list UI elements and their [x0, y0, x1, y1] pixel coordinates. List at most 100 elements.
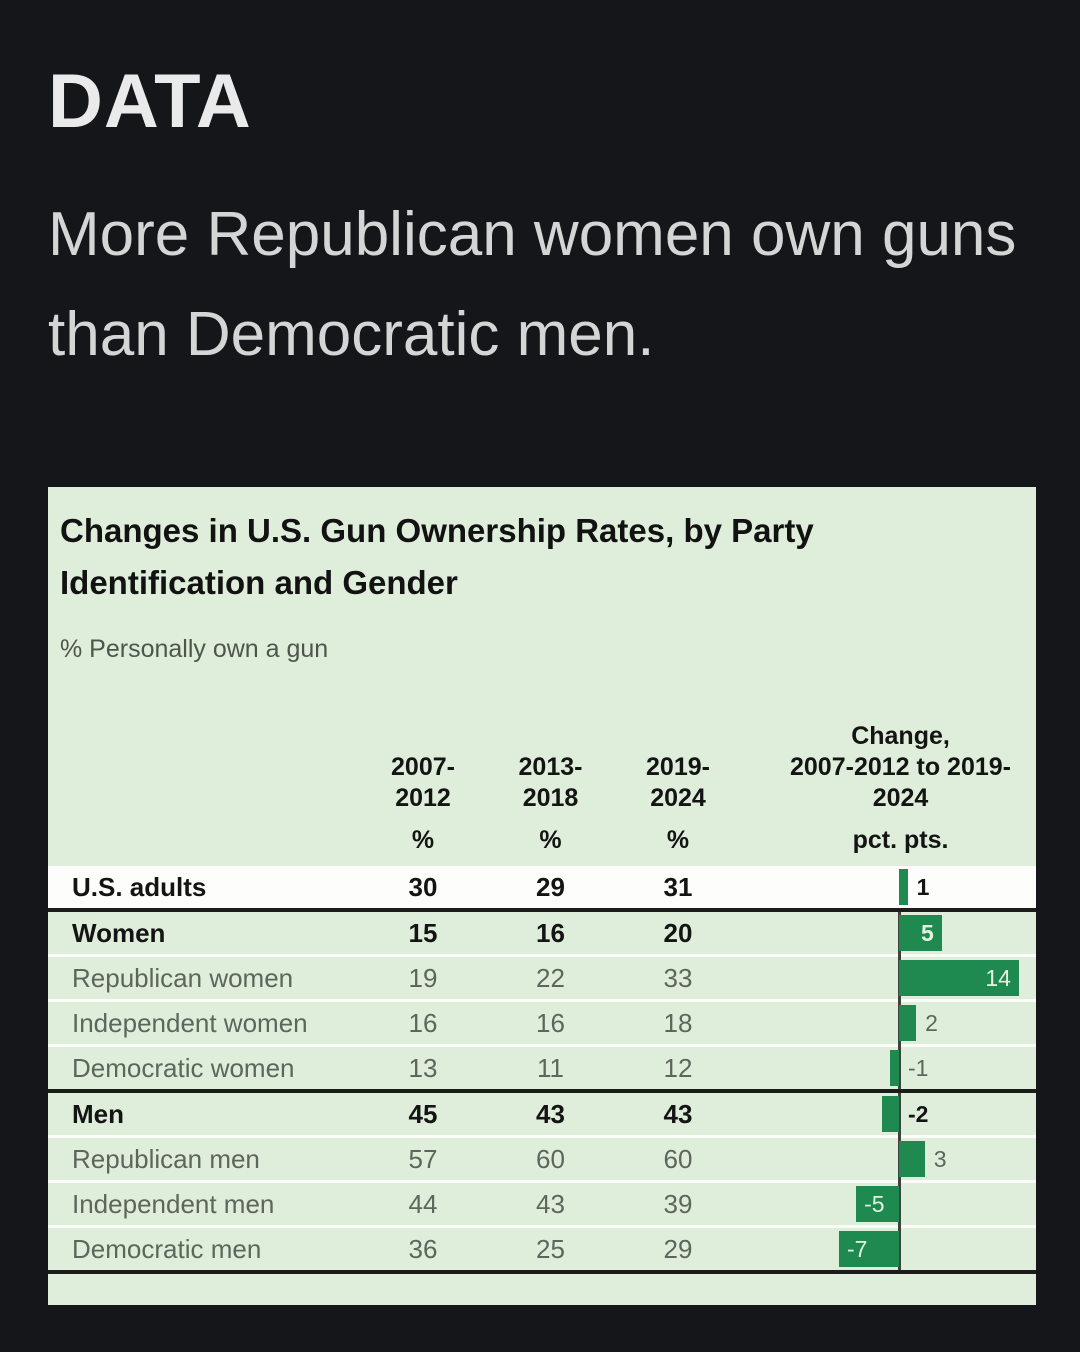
row-separator [48, 1135, 1036, 1138]
change-bar-cell: 5 [733, 912, 1036, 954]
row-label: Republican men [72, 1143, 260, 1174]
value-cell: 16 [536, 1007, 565, 1038]
value-cell: 33 [663, 962, 693, 993]
value-cell: 30 [408, 871, 438, 902]
value-cell: 22 [536, 962, 565, 993]
header-line: 2019- [646, 753, 710, 781]
value-cell: 20 [663, 917, 693, 948]
value-cell: 60 [536, 1143, 565, 1174]
header-line: 2018 [522, 784, 579, 812]
value-cell: 44 [408, 1188, 438, 1219]
group-divider-line [48, 908, 1036, 912]
row-label: Independent women [72, 1007, 308, 1038]
table-row: Republican women 19 22 33 14 [48, 957, 1036, 999]
header-line: 2024 [872, 784, 929, 812]
table-body: U.S. adults 30 29 31 1 Women 15 16 20 5 Republican… [48, 866, 1036, 1274]
value-cell: 60 [663, 1143, 693, 1174]
table-row: Democratic men 36 25 29 -7 [48, 1228, 1036, 1270]
header-line: 2024 [650, 784, 706, 812]
value-cell: 29 [536, 871, 565, 902]
row-label: Democratic men [72, 1233, 262, 1264]
change-bar-cell: 14 [733, 957, 1036, 999]
unit-header-pct-pts: pct. pts. [852, 825, 949, 854]
unit-header-percent: % [539, 825, 562, 854]
header-line: 2007- [391, 753, 455, 781]
table-row: Independent women 16 16 18 2 [48, 1002, 1036, 1044]
change-bar-cell: 1 [733, 866, 1036, 908]
unit-header-row: % % % pct. pts. [48, 816, 1036, 864]
value-cell: 43 [536, 1098, 565, 1129]
row-label: U.S. adults [72, 871, 207, 902]
row-label: Republican women [72, 962, 294, 993]
change-bar [899, 1141, 925, 1177]
value-cell: 45 [408, 1098, 438, 1129]
value-cell: 12 [663, 1052, 693, 1083]
row-separator [48, 1044, 1036, 1047]
table-bottom-line [48, 1270, 1036, 1274]
change-bar-cell: -2 [733, 1093, 1036, 1135]
table-row: Independent men 44 43 39 -5 [48, 1183, 1036, 1225]
change-bar [890, 1050, 899, 1086]
column-header-change: Change, 2007-2012 to 2019- 2024 [733, 721, 1036, 816]
change-bar-cell: -5 [733, 1183, 1036, 1225]
header-spacer [48, 814, 368, 816]
table-header: 2007- 2012 2013- 2018 2019- 2024 Change,… [48, 720, 1036, 864]
value-cell: 36 [408, 1233, 438, 1264]
change-value-label: 5 [921, 920, 934, 946]
chart-title: Changes in U.S. Gun Ownership Rates, by … [60, 512, 814, 601]
period-header-row: 2007- 2012 2013- 2018 2019- 2024 Change,… [48, 720, 1036, 816]
value-cell: 31 [663, 871, 693, 902]
column-header-2013-2018: 2013- 2018 [478, 752, 623, 816]
change-bar-cell: 2 [733, 1002, 1036, 1044]
row-separator [48, 999, 1036, 1002]
article-headline: More Republican women own guns than Demo… [48, 200, 1017, 369]
change-bar [899, 869, 908, 905]
row-label: Men [72, 1098, 124, 1129]
value-cell: 43 [536, 1188, 565, 1219]
change-bar [881, 1096, 899, 1132]
change-bar-cell: 3 [733, 1138, 1036, 1180]
row-label: Independent men [72, 1188, 275, 1219]
change-bar: -7 [839, 1231, 899, 1267]
chart-subtitle: % Personally own a gun [60, 635, 329, 663]
value-cell: 11 [537, 1052, 564, 1083]
zero-axis-line [898, 866, 901, 1272]
change-bar: 5 [899, 915, 942, 951]
change-value-label: 14 [985, 965, 1011, 991]
change-value-label: -7 [847, 1236, 868, 1262]
change-value-label: 3 [933, 1146, 947, 1172]
row-separator [48, 1180, 1036, 1183]
row-separator [48, 954, 1036, 957]
change-bar-cell: -7 [733, 1228, 1036, 1270]
column-header-2019-2024: 2019- 2024 [623, 752, 733, 816]
column-header-2007-2012: 2007- 2012 [368, 752, 478, 816]
change-value-label: -5 [864, 1191, 885, 1217]
value-cell: 57 [408, 1143, 438, 1174]
change-value-label: -1 [908, 1055, 929, 1081]
change-bar: 14 [899, 960, 1019, 996]
value-cell: 13 [408, 1052, 438, 1083]
value-cell: 25 [536, 1233, 565, 1264]
table-row: Women 15 16 20 5 [48, 912, 1036, 954]
change-bar [899, 1005, 917, 1041]
row-separator [48, 1225, 1036, 1228]
change-value-label: 2 [925, 1010, 938, 1036]
chart-card: Changes in U.S. Gun Ownership Rates, by … [48, 487, 1036, 1305]
change-value-label: 1 [916, 874, 930, 900]
value-cell: 43 [663, 1098, 693, 1129]
value-cell: 16 [408, 1007, 438, 1038]
header-line: 2007-2012 to 2019- [790, 753, 1011, 781]
unit-header-percent: % [411, 825, 435, 854]
change-bar-cell: -1 [733, 1047, 1036, 1089]
unit-header-percent: % [666, 825, 690, 854]
header-line: 2013- [518, 753, 583, 781]
row-label: Women [72, 917, 166, 948]
header-line: 2012 [395, 784, 451, 812]
value-cell: 18 [663, 1007, 693, 1038]
table-row: U.S. adults 30 29 31 1 [48, 866, 1036, 908]
change-bar: -5 [856, 1186, 899, 1222]
table-row: Republican men 57 60 60 3 [48, 1138, 1036, 1180]
table-row: Men 45 43 43 -2 [48, 1093, 1036, 1135]
change-value-label: -2 [908, 1101, 929, 1127]
group-divider-line [48, 1089, 1036, 1093]
